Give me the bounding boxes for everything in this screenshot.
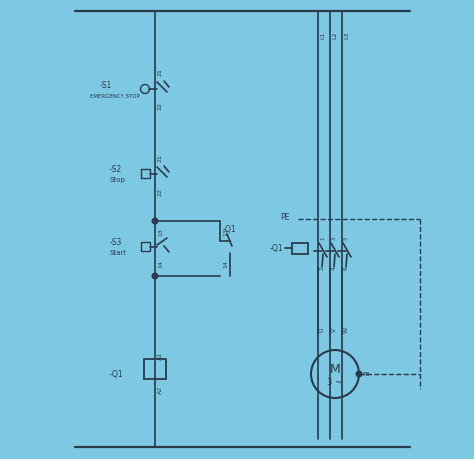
Circle shape [356,371,362,377]
Text: U: U [320,327,325,331]
Bar [144,359,166,379]
Text: A1: A1 [158,351,163,359]
Text: 13: 13 [223,228,228,235]
Text: -S3: -S3 [110,238,122,247]
Text: 22: 22 [158,188,163,196]
Bar [292,243,308,254]
Text: Stop: Stop [110,177,126,183]
Text: V: V [332,327,337,331]
Circle shape [152,219,158,224]
Text: EMERGENCY STOP: EMERGENCY STOP [90,93,140,98]
Text: 21: 21 [158,154,163,162]
Text: L3: L3 [344,31,349,39]
Circle shape [152,274,158,279]
Text: M: M [329,363,340,375]
Text: 3 ~: 3 ~ [328,378,343,386]
Text: -Q1: -Q1 [110,369,124,379]
Text: L1: L1 [320,31,325,39]
Text: L2: L2 [332,31,337,39]
Bar [141,170,150,179]
Text: Start: Start [110,249,127,256]
Text: 14: 14 [158,259,163,267]
Text: 4: 4 [332,266,337,269]
Text: 6: 6 [344,266,349,269]
Text: PE: PE [280,213,289,222]
Text: PE: PE [362,372,370,377]
Text: -S2: -S2 [110,165,122,174]
Text: -Q1: -Q1 [270,244,283,253]
Text: 21: 21 [158,68,163,76]
Text: 14: 14 [223,259,228,267]
Text: -Q1: -Q1 [223,225,237,234]
Text: 1: 1 [320,236,325,239]
Text: 22: 22 [158,102,163,110]
Text: W: W [344,326,349,332]
Text: 2: 2 [320,266,325,269]
Text: -S1: -S1 [100,81,112,90]
Text: 13: 13 [158,228,163,235]
Text: 5: 5 [344,236,349,239]
Bar [141,242,150,252]
Text: A2: A2 [158,385,163,393]
Text: 3: 3 [332,236,337,239]
